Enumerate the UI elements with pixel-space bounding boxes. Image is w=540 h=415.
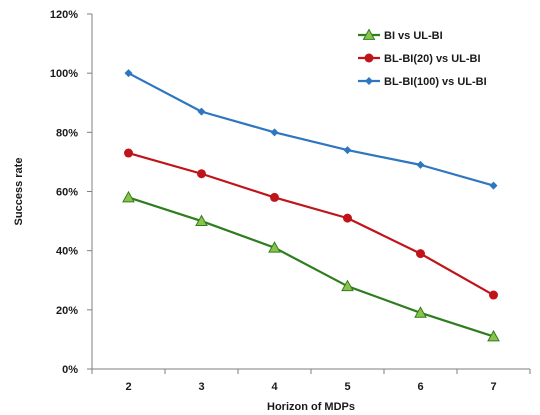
- data-point: [124, 69, 133, 78]
- data-point: [270, 128, 279, 137]
- data-point: [197, 169, 206, 179]
- y-tick-label: 20%: [56, 305, 78, 317]
- y-tick-label: 120%: [50, 9, 78, 21]
- data-point: [489, 181, 498, 190]
- legend: BI vs UL-BI BL-BI(20) vs UL-BI BL-BI(100) …: [358, 28, 487, 88]
- x-axis-title: Horizon of MDPs: [267, 401, 355, 413]
- series-2: [124, 148, 498, 300]
- legend-item: BI vs UL-BI: [358, 28, 443, 42]
- x-tick-label: 4: [271, 381, 278, 393]
- legend-label: BL-BI(20) vs UL-BI: [384, 53, 481, 65]
- series-line: [128, 196, 494, 338]
- x-tick-label: 2: [125, 381, 131, 393]
- x-tick-label: 7: [490, 381, 496, 393]
- x-tick-label: 6: [417, 381, 423, 393]
- data-point: [489, 290, 498, 300]
- data-point: [268, 241, 281, 253]
- data-point: [122, 190, 135, 203]
- data-point: [487, 329, 500, 342]
- series-layer: [122, 69, 500, 342]
- y-tick-label: 100%: [50, 68, 78, 80]
- x-tick-labels: 2 3 4 5 6 7: [125, 381, 496, 393]
- legend-label: BI vs UL-BI: [384, 30, 443, 42]
- series-3: [124, 69, 498, 190]
- legend-marker: [362, 28, 376, 40]
- data-point: [343, 146, 352, 155]
- series-line: [128, 151, 495, 296]
- data-point: [414, 306, 427, 318]
- legend-marker: [365, 77, 373, 85]
- legend-item: BL-BI(100) vs UL-BI: [358, 76, 487, 88]
- data-point: [416, 160, 425, 169]
- y-tick-label: 80%: [56, 127, 78, 139]
- y-tick-label: 0%: [62, 364, 78, 376]
- data-point: [195, 214, 208, 226]
- series-1: [122, 190, 500, 342]
- y-axis-title: Success rate: [13, 158, 25, 226]
- data-point: [124, 148, 133, 158]
- axes: [87, 13, 531, 374]
- legend-item: BL-BI(20) vs UL-BI: [358, 53, 481, 65]
- y-tick-label: 40%: [56, 246, 78, 258]
- legend-marker: [364, 53, 374, 63]
- data-point: [343, 213, 352, 223]
- legend-label: BL-BI(100) vs UL-BI: [384, 76, 487, 88]
- x-tick-label: 3: [198, 381, 204, 393]
- x-tick-label: 5: [344, 381, 350, 393]
- series-line: [127, 72, 494, 187]
- y-tick-labels: 0% 20% 40% 60% 80% 100% 120%: [50, 9, 78, 376]
- data-point: [341, 279, 354, 292]
- data-point: [270, 192, 279, 202]
- data-point: [197, 107, 206, 116]
- data-point: [416, 249, 425, 259]
- y-tick-label: 60%: [56, 187, 78, 199]
